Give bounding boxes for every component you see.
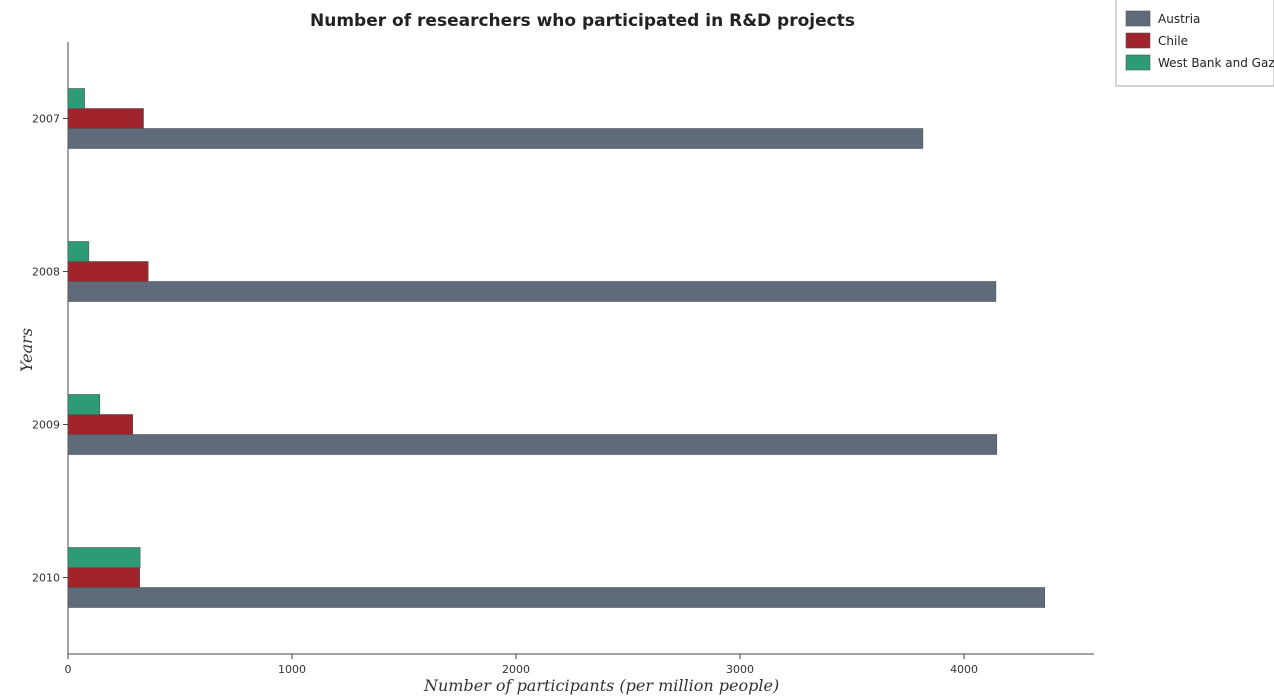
- y-axis-label: Years: [17, 328, 36, 372]
- bar-austria-2007: [68, 129, 923, 149]
- legend-swatch-chile: [1126, 33, 1150, 48]
- bar-austria-2008: [68, 282, 996, 302]
- y-tick-label: 2009: [32, 419, 60, 432]
- legend-label-chile: Chile: [1158, 34, 1188, 48]
- y-tick-label: 2010: [32, 572, 60, 585]
- legend-label-austria: Austria: [1158, 12, 1200, 26]
- plot-area: 2007 2008 2009 2010 0 1000 2000 3000 4000: [32, 42, 1094, 676]
- x-tick-label: 4000: [950, 663, 978, 676]
- x-tick-label: 3000: [726, 663, 754, 676]
- bar-chile-2009: [68, 415, 133, 435]
- x-tick-label: 0: [65, 663, 72, 676]
- x-tick-label: 2000: [502, 663, 530, 676]
- bar-west-bank-and-gaza-2008: [68, 242, 89, 262]
- y-tick-label: 2008: [32, 266, 60, 279]
- bar-chile-2007: [68, 109, 143, 129]
- bar-west-bank-and-gaza-2007: [68, 89, 85, 109]
- bar-austria-2009: [68, 435, 997, 455]
- legend-label-west-bank-and-gaza: West Bank and Gaza: [1158, 56, 1274, 70]
- bar-west-bank-and-gaza-2009: [68, 395, 100, 415]
- bar-west-bank-and-gaza-2010: [68, 548, 140, 568]
- legend-swatch-austria: [1126, 11, 1150, 26]
- x-ticks: 0 1000 2000 3000 4000: [65, 654, 979, 676]
- legend: Austria Chile West Bank and Gaza: [1116, 0, 1274, 86]
- legend-swatch-west-bank-and-gaza: [1126, 55, 1150, 70]
- y-ticks: 2007 2008 2009 2010: [32, 113, 68, 585]
- y-tick-label: 2007: [32, 113, 60, 126]
- bar-chile-2008: [68, 262, 148, 282]
- bar-austria-2010: [68, 588, 1045, 608]
- bars: [68, 89, 1045, 608]
- x-tick-label: 1000: [278, 663, 306, 676]
- x-axis-label: Number of participants (per million peop…: [423, 676, 779, 695]
- chart-title: Number of researchers who participated i…: [310, 11, 855, 31]
- bar-chile-2010: [68, 568, 140, 588]
